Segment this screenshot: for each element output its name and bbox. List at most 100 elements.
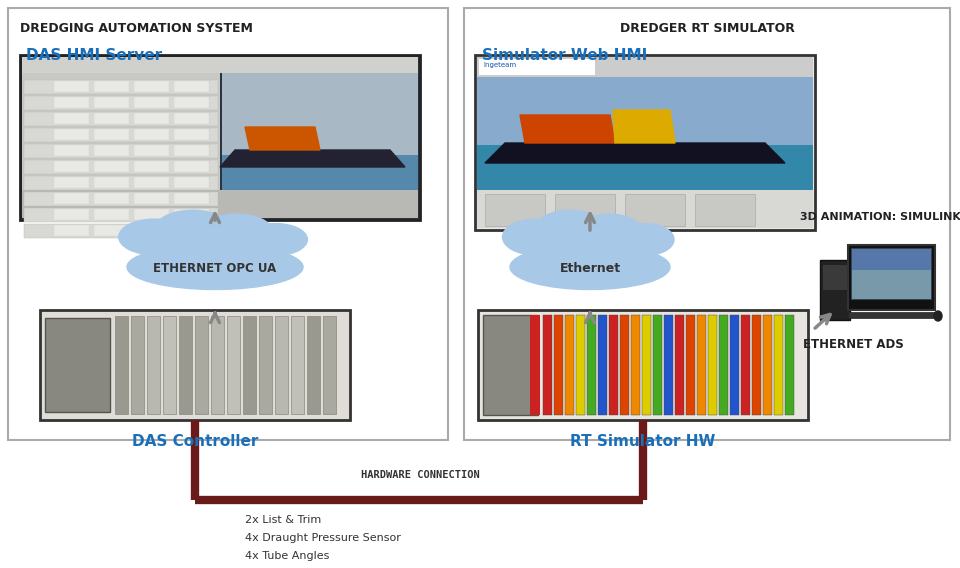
- FancyBboxPatch shape: [174, 81, 209, 92]
- FancyBboxPatch shape: [695, 194, 755, 226]
- Ellipse shape: [155, 210, 231, 249]
- FancyBboxPatch shape: [22, 190, 418, 218]
- FancyBboxPatch shape: [24, 224, 218, 238]
- FancyBboxPatch shape: [94, 209, 129, 220]
- FancyBboxPatch shape: [94, 97, 129, 108]
- FancyBboxPatch shape: [848, 245, 935, 310]
- FancyBboxPatch shape: [259, 316, 272, 414]
- FancyBboxPatch shape: [24, 192, 218, 206]
- FancyBboxPatch shape: [20, 55, 420, 220]
- FancyBboxPatch shape: [163, 316, 176, 414]
- FancyBboxPatch shape: [54, 209, 89, 220]
- FancyBboxPatch shape: [54, 97, 89, 108]
- FancyBboxPatch shape: [227, 316, 240, 414]
- Text: DREDGER RT SIMULATOR: DREDGER RT SIMULATOR: [619, 22, 795, 35]
- Polygon shape: [485, 143, 785, 163]
- FancyBboxPatch shape: [134, 129, 169, 140]
- FancyBboxPatch shape: [565, 315, 574, 415]
- FancyBboxPatch shape: [625, 194, 685, 226]
- FancyBboxPatch shape: [94, 145, 129, 156]
- FancyBboxPatch shape: [222, 73, 418, 155]
- FancyBboxPatch shape: [222, 73, 418, 190]
- Ellipse shape: [244, 224, 307, 256]
- Ellipse shape: [202, 214, 273, 250]
- FancyBboxPatch shape: [530, 315, 540, 415]
- FancyBboxPatch shape: [642, 315, 651, 415]
- FancyBboxPatch shape: [134, 177, 169, 188]
- FancyBboxPatch shape: [94, 161, 129, 172]
- FancyBboxPatch shape: [323, 316, 336, 414]
- FancyBboxPatch shape: [653, 315, 662, 415]
- FancyBboxPatch shape: [675, 315, 684, 415]
- FancyBboxPatch shape: [179, 316, 192, 414]
- FancyBboxPatch shape: [823, 265, 847, 290]
- FancyBboxPatch shape: [94, 177, 129, 188]
- FancyBboxPatch shape: [24, 80, 218, 94]
- FancyBboxPatch shape: [147, 316, 160, 414]
- FancyBboxPatch shape: [478, 310, 808, 420]
- FancyBboxPatch shape: [134, 225, 169, 236]
- FancyBboxPatch shape: [94, 225, 129, 236]
- Ellipse shape: [119, 219, 190, 255]
- FancyBboxPatch shape: [555, 194, 615, 226]
- FancyBboxPatch shape: [54, 113, 89, 124]
- FancyBboxPatch shape: [697, 315, 706, 415]
- Text: ETHERNET ADS: ETHERNET ADS: [803, 338, 903, 351]
- Polygon shape: [613, 110, 675, 143]
- FancyBboxPatch shape: [275, 316, 288, 414]
- Text: DAS Controller: DAS Controller: [132, 434, 258, 449]
- FancyBboxPatch shape: [174, 113, 209, 124]
- Text: RT Simulator HW: RT Simulator HW: [570, 434, 716, 449]
- FancyBboxPatch shape: [8, 8, 448, 440]
- FancyBboxPatch shape: [477, 145, 813, 190]
- FancyBboxPatch shape: [94, 193, 129, 204]
- FancyBboxPatch shape: [598, 315, 607, 415]
- Text: 4x Draught Pressure Sensor: 4x Draught Pressure Sensor: [245, 533, 401, 543]
- FancyBboxPatch shape: [730, 315, 739, 415]
- FancyBboxPatch shape: [483, 315, 538, 415]
- FancyBboxPatch shape: [115, 316, 128, 414]
- FancyBboxPatch shape: [174, 97, 209, 108]
- FancyBboxPatch shape: [609, 315, 618, 415]
- Text: Simulator Web HMI: Simulator Web HMI: [482, 48, 647, 63]
- FancyBboxPatch shape: [752, 315, 761, 415]
- FancyBboxPatch shape: [243, 316, 256, 414]
- FancyBboxPatch shape: [134, 81, 169, 92]
- FancyBboxPatch shape: [24, 128, 218, 142]
- Text: 4x Tube Angles: 4x Tube Angles: [245, 551, 329, 561]
- FancyBboxPatch shape: [576, 315, 585, 415]
- Ellipse shape: [535, 210, 605, 249]
- Text: 2x List & Trim: 2x List & Trim: [245, 515, 322, 525]
- FancyBboxPatch shape: [54, 193, 89, 204]
- FancyBboxPatch shape: [820, 260, 850, 320]
- FancyBboxPatch shape: [94, 113, 129, 124]
- Text: HARDWARE CONNECTION: HARDWARE CONNECTION: [361, 470, 479, 480]
- FancyBboxPatch shape: [852, 249, 931, 270]
- FancyBboxPatch shape: [54, 161, 89, 172]
- FancyBboxPatch shape: [631, 315, 640, 415]
- FancyBboxPatch shape: [22, 73, 220, 218]
- FancyBboxPatch shape: [479, 59, 595, 75]
- FancyBboxPatch shape: [54, 81, 89, 92]
- FancyBboxPatch shape: [54, 145, 89, 156]
- FancyBboxPatch shape: [40, 310, 350, 420]
- FancyBboxPatch shape: [24, 112, 218, 126]
- FancyBboxPatch shape: [24, 176, 218, 190]
- FancyBboxPatch shape: [174, 225, 209, 236]
- FancyBboxPatch shape: [134, 113, 169, 124]
- FancyBboxPatch shape: [131, 316, 144, 414]
- FancyBboxPatch shape: [134, 145, 169, 156]
- FancyBboxPatch shape: [587, 315, 596, 415]
- FancyBboxPatch shape: [54, 129, 89, 140]
- Ellipse shape: [502, 219, 567, 255]
- FancyBboxPatch shape: [134, 193, 169, 204]
- FancyBboxPatch shape: [620, 315, 629, 415]
- Text: Ethernet: Ethernet: [560, 261, 620, 274]
- FancyBboxPatch shape: [477, 57, 813, 77]
- Ellipse shape: [578, 214, 642, 250]
- FancyBboxPatch shape: [24, 96, 218, 110]
- Text: ETHERNET OPC UA: ETHERNET OPC UA: [154, 261, 276, 274]
- Text: Ingeteam: Ingeteam: [483, 62, 516, 68]
- FancyBboxPatch shape: [719, 315, 728, 415]
- FancyBboxPatch shape: [45, 318, 110, 412]
